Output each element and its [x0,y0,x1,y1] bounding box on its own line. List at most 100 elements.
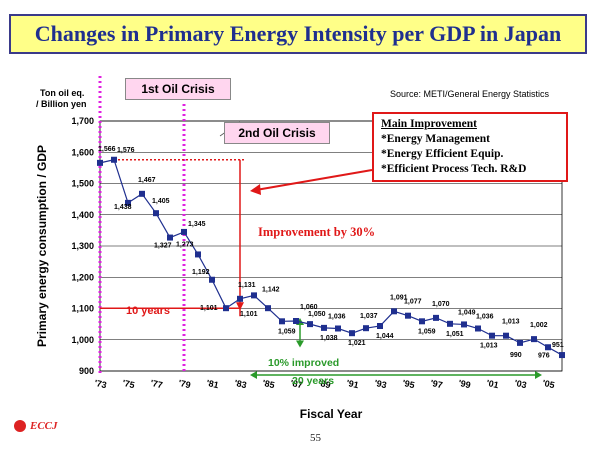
data-point [391,308,397,315]
main-improvement-callout: Main Improvement *Energy Management *Ene… [372,112,568,182]
data-label: 1,327 [154,243,172,250]
x-tick-label: '83 [234,378,248,390]
data-point [517,339,523,346]
series-line [99,159,563,356]
data-label: 1,142 [262,286,280,293]
data-point [363,325,369,332]
x-tick-label: '01 [486,378,500,390]
data-label: 1,273 [176,241,194,248]
data-point [433,314,439,321]
data-label: 1,077 [404,299,422,306]
y-tick-label: 1,200 [71,272,94,282]
improvement-arrowhead [236,302,244,311]
data-label: 1,131 [238,282,256,289]
data-label: 1,101 [240,311,258,318]
x-tick-label: '75 [122,378,136,390]
callout-pointer [255,169,373,191]
x-tick-label: '79 [178,378,192,390]
ten-percent-label: 10% improved [268,357,339,369]
data-label: 1,059 [278,328,296,335]
x-tick-label: '73 [94,378,108,390]
y-tick-label: 900 [79,366,94,376]
x-axis-title: Fiscal Year [300,407,363,421]
data-point [139,190,145,197]
data-label: 1,013 [480,343,498,350]
data-label: 1,059 [418,328,436,335]
data-label: 1,037 [360,313,378,320]
data-point [153,210,159,217]
data-point [111,156,117,163]
data-point [167,234,173,241]
data-point [209,276,215,283]
data-point [531,336,537,343]
first-oil-crisis-label: 1st Oil Crisis [125,78,231,100]
page-title: Changes in Primary Energy Intensity per … [9,14,587,54]
callout-heading: Main Improvement [381,118,477,130]
data-point [475,325,481,332]
y-tick-label: 1,600 [71,147,94,157]
data-point [545,344,551,351]
twenty-years-arrow-left [250,371,257,379]
data-label: 1,051 [446,331,464,338]
data-label: 1,070 [432,301,450,308]
callout-item-energy-management: *Energy Management [381,133,490,145]
data-point [419,318,425,325]
data-point [335,325,341,332]
twenty-years-arrow-right [535,371,542,379]
data-point [377,323,383,329]
data-label: 1,091 [390,294,408,301]
data-label: 1,345 [188,221,206,228]
y-tick-label: 1,500 [71,179,94,189]
data-label: 1,438 [114,204,132,211]
data-label: 1,021 [348,340,366,347]
ten-percent-arrow-down [296,340,304,348]
eccj-logo-icon [14,420,26,432]
data-point [97,159,103,166]
y-tick-label: 1,000 [71,335,94,345]
x-tick-label: '81 [206,378,220,390]
data-point [237,295,243,302]
data-label: 990 [510,352,522,359]
data-label: 1,576 [117,147,135,154]
ten-years-label: 10 years [126,305,170,317]
data-label: 1,013 [502,319,520,326]
data-point [265,305,271,312]
data-label: 1,101 [200,305,218,312]
y-tick-label: 1,700 [71,116,94,126]
data-label: 1,060 [300,304,318,311]
data-label: 1,050 [308,311,326,318]
data-point [405,312,411,319]
x-tick-label: '89 [318,378,332,390]
callout-item-process-tech: *Efficient Process Tech. R&D [381,163,527,175]
y-tick-label: 1,100 [71,304,94,314]
x-tick-label: '93 [374,378,388,390]
data-label: 1,038 [320,335,338,342]
data-point [447,320,453,327]
data-label: 1,405 [152,198,170,205]
source-note: Source: METI/General Energy Statistics [390,89,550,99]
x-tick-label: '77 [150,378,164,390]
unit-label-line1: Ton oil eq. [40,88,84,98]
data-label: 1,049 [458,309,476,316]
data-point [489,332,495,339]
data-label: 1,036 [328,314,346,321]
data-label: 1,002 [530,322,548,329]
twenty-years-label: 20 years [292,375,334,387]
data-point [223,305,229,312]
data-label: 1,036 [476,314,494,321]
data-point [503,332,509,339]
data-point [279,318,285,325]
data-point [195,251,201,258]
data-label: 1,192 [192,269,210,276]
callout-item-efficient-equip: *Energy Efficient Equip. [381,148,504,160]
x-tick-label: '05 [542,378,556,390]
data-point [559,352,565,359]
x-tick-label: '99 [458,378,472,390]
unit-label-line2: / Billion yen [36,99,87,109]
eccj-logo-text: ECCJ [30,420,58,432]
data-label: 976 [538,352,550,359]
data-point [125,199,131,206]
data-point [181,228,187,235]
data-point [461,321,467,328]
